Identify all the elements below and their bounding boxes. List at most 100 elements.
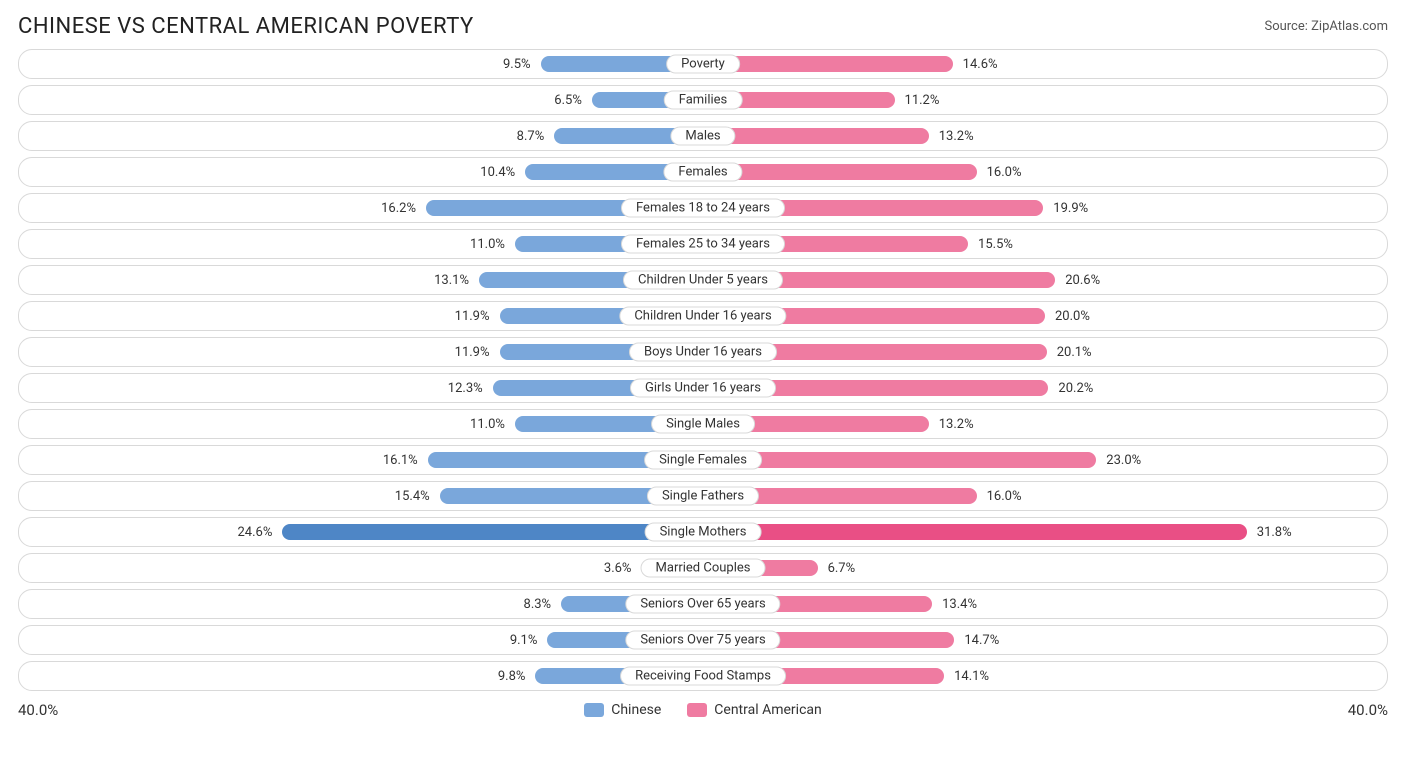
value-right: 13.2% bbox=[939, 417, 974, 432]
value-left: 16.2% bbox=[381, 201, 416, 216]
chart-row: 16.1% 23.0% Single Females bbox=[18, 445, 1388, 475]
chart-row: 9.5% 14.6% Poverty bbox=[18, 49, 1388, 79]
category-pill: Seniors Over 75 years bbox=[625, 631, 780, 650]
row-left: 10.4% bbox=[19, 158, 703, 186]
row-right: 14.7% bbox=[703, 626, 1387, 654]
row-left: 11.9% bbox=[19, 302, 703, 330]
row-right: 16.0% bbox=[703, 158, 1387, 186]
row-track: 16.1% 23.0% Single Females bbox=[18, 445, 1388, 475]
row-right: 20.1% bbox=[703, 338, 1387, 366]
row-left: 9.5% bbox=[19, 50, 703, 78]
legend-label-right: Central American bbox=[714, 702, 821, 718]
category-pill: Families bbox=[664, 91, 743, 110]
value-left: 16.1% bbox=[383, 453, 418, 468]
value-left: 3.6% bbox=[604, 561, 632, 576]
category-pill: Single Fathers bbox=[647, 487, 759, 506]
row-left: 12.3% bbox=[19, 374, 703, 402]
row-left: 9.1% bbox=[19, 626, 703, 654]
row-right: 31.8% bbox=[703, 518, 1387, 546]
value-left: 11.9% bbox=[455, 345, 490, 360]
bar-right bbox=[703, 452, 1096, 468]
chart-row: 13.1% 20.6% Children Under 5 years bbox=[18, 265, 1388, 295]
row-track: 8.7% 13.2% Males bbox=[18, 121, 1388, 151]
diverging-bar-chart: 9.5% 14.6% Poverty 6.5% 11.2% Families 8… bbox=[0, 49, 1406, 691]
value-right: 20.0% bbox=[1055, 309, 1090, 324]
value-right: 20.2% bbox=[1058, 381, 1093, 396]
value-left: 24.6% bbox=[237, 525, 272, 540]
row-track: 11.0% 13.2% Single Males bbox=[18, 409, 1388, 439]
chart-row: 10.4% 16.0% Females bbox=[18, 157, 1388, 187]
category-pill: Boys Under 16 years bbox=[629, 343, 777, 362]
value-right: 14.6% bbox=[963, 57, 998, 72]
row-right: 15.5% bbox=[703, 230, 1387, 258]
chart-row: 6.5% 11.2% Families bbox=[18, 85, 1388, 115]
row-track: 11.9% 20.0% Children Under 16 years bbox=[18, 301, 1388, 331]
value-left: 9.5% bbox=[503, 57, 531, 72]
row-track: 9.1% 14.7% Seniors Over 75 years bbox=[18, 625, 1388, 655]
row-left: 13.1% bbox=[19, 266, 703, 294]
value-right: 11.2% bbox=[905, 93, 940, 108]
chart-row: 3.6% 6.7% Married Couples bbox=[18, 553, 1388, 583]
category-pill: Females bbox=[663, 163, 742, 182]
legend: Chinese Central American bbox=[584, 702, 822, 718]
row-track: 12.3% 20.2% Girls Under 16 years bbox=[18, 373, 1388, 403]
value-left: 8.7% bbox=[517, 129, 545, 144]
row-track: 9.8% 14.1% Receiving Food Stamps bbox=[18, 661, 1388, 691]
value-right: 13.2% bbox=[939, 129, 974, 144]
chart-header: CHINESE VS CENTRAL AMERICAN POVERTY Sour… bbox=[0, 0, 1406, 49]
bar-right bbox=[703, 524, 1247, 540]
axis-max-left: 40.0% bbox=[18, 701, 58, 719]
value-left: 12.3% bbox=[448, 381, 483, 396]
legend-swatch-right bbox=[687, 703, 707, 717]
row-track: 13.1% 20.6% Children Under 5 years bbox=[18, 265, 1388, 295]
row-right: 6.7% bbox=[703, 554, 1387, 582]
row-left: 11.0% bbox=[19, 410, 703, 438]
chart-row: 15.4% 16.0% Single Fathers bbox=[18, 481, 1388, 511]
value-right: 20.6% bbox=[1065, 273, 1100, 288]
row-left: 11.9% bbox=[19, 338, 703, 366]
row-left: 6.5% bbox=[19, 86, 703, 114]
chart-row: 11.9% 20.1% Boys Under 16 years bbox=[18, 337, 1388, 367]
row-left: 9.8% bbox=[19, 662, 703, 690]
category-pill: Children Under 16 years bbox=[619, 307, 786, 326]
chart-row: 11.0% 15.5% Females 25 to 34 years bbox=[18, 229, 1388, 259]
row-left: 8.3% bbox=[19, 590, 703, 618]
value-right: 20.1% bbox=[1057, 345, 1092, 360]
chart-row: 9.8% 14.1% Receiving Food Stamps bbox=[18, 661, 1388, 691]
category-pill: Females 25 to 34 years bbox=[621, 235, 785, 254]
chart-title: CHINESE VS CENTRAL AMERICAN POVERTY bbox=[18, 14, 474, 39]
category-pill: Children Under 5 years bbox=[623, 271, 783, 290]
row-track: 3.6% 6.7% Married Couples bbox=[18, 553, 1388, 583]
value-left: 8.3% bbox=[524, 597, 552, 612]
category-pill: Seniors Over 65 years bbox=[625, 595, 780, 614]
bar-right bbox=[703, 56, 953, 72]
chart-row: 11.9% 20.0% Children Under 16 years bbox=[18, 301, 1388, 331]
bar-right bbox=[703, 128, 929, 144]
row-right: 20.0% bbox=[703, 302, 1387, 330]
row-right: 13.2% bbox=[703, 122, 1387, 150]
row-left: 16.1% bbox=[19, 446, 703, 474]
value-right: 14.7% bbox=[964, 633, 999, 648]
value-left: 9.8% bbox=[498, 669, 526, 684]
category-pill: Girls Under 16 years bbox=[630, 379, 776, 398]
value-left: 15.4% bbox=[395, 489, 430, 504]
row-track: 16.2% 19.9% Females 18 to 24 years bbox=[18, 193, 1388, 223]
value-left: 11.0% bbox=[470, 237, 505, 252]
legend-item-right: Central American bbox=[687, 702, 821, 718]
value-left: 11.9% bbox=[455, 309, 490, 324]
value-right: 16.0% bbox=[987, 489, 1022, 504]
chart-row: 8.7% 13.2% Males bbox=[18, 121, 1388, 151]
value-left: 9.1% bbox=[510, 633, 538, 648]
row-track: 9.5% 14.6% Poverty bbox=[18, 49, 1388, 79]
legend-item-left: Chinese bbox=[584, 702, 661, 718]
row-track: 11.0% 15.5% Females 25 to 34 years bbox=[18, 229, 1388, 259]
chart-row: 11.0% 13.2% Single Males bbox=[18, 409, 1388, 439]
chart-row: 24.6% 31.8% Single Mothers bbox=[18, 517, 1388, 547]
value-left: 13.1% bbox=[434, 273, 469, 288]
row-track: 15.4% 16.0% Single Fathers bbox=[18, 481, 1388, 511]
value-right: 13.4% bbox=[942, 597, 977, 612]
value-right: 16.0% bbox=[987, 165, 1022, 180]
category-pill: Married Couples bbox=[641, 559, 766, 578]
row-right: 20.2% bbox=[703, 374, 1387, 402]
chart-row: 12.3% 20.2% Girls Under 16 years bbox=[18, 373, 1388, 403]
